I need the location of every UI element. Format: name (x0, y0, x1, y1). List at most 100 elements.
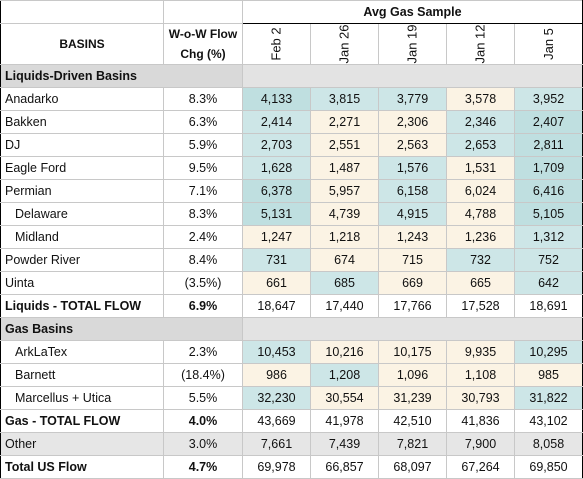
flow-value: 69,850 (514, 455, 583, 479)
date-header-feb-2: Feb 2 (242, 23, 311, 65)
flow-value: 685 (310, 271, 379, 295)
basin-name: Marcellus + Utica (0, 386, 164, 410)
date-label: Jan 19 (404, 24, 420, 64)
section-title: Gas Basins (0, 317, 243, 341)
flow-value: 6,378 (242, 179, 311, 203)
date-label: Jan 12 (472, 24, 488, 64)
table-row: Delaware 8.3% 5,131 4,739 4,915 4,788 5,105 (0, 202, 583, 226)
blank-header-cell (163, 0, 243, 24)
flow-value: 2,414 (242, 110, 311, 134)
wow-header: W-o-W Flow Chg (%) (163, 23, 243, 65)
table-body: Liquids-Driven Basins Anadarko 8.3% 4,133 3… (0, 64, 583, 479)
flow-value: 642 (514, 271, 583, 295)
flow-value: 731 (242, 248, 311, 272)
flow-value: 17,440 (310, 294, 379, 318)
flow-value: 43,669 (242, 409, 311, 433)
basin-name: Liquids - TOTAL FLOW (0, 294, 164, 318)
flow-value: 4,133 (242, 87, 311, 111)
flow-value: 986 (242, 363, 311, 387)
basin-name: Midland (0, 225, 164, 249)
flow-value: 1,108 (446, 363, 515, 387)
flow-value: 32,230 (242, 386, 311, 410)
wow-change: 3.0% (163, 432, 243, 456)
flow-value: 18,691 (514, 294, 583, 318)
flow-value: 3,779 (378, 87, 447, 111)
basin-name: Permian (0, 179, 164, 203)
wow-change: 6.9% (163, 294, 243, 318)
date-header-jan-26: Jan 26 (310, 23, 379, 65)
wow-change: (3.5%) (163, 271, 243, 295)
gas-total-row: Gas - TOTAL FLOW 4.0% 43,669 41,978 42,510 41… (0, 409, 583, 433)
basin-name: Anadarko (0, 87, 164, 111)
flow-value: 1,096 (378, 363, 447, 387)
basin-name: Other (0, 432, 164, 456)
flow-value: 42,510 (378, 409, 447, 433)
flow-value: 1,531 (446, 156, 515, 180)
blank-header-cell (0, 0, 164, 24)
flow-value: 30,554 (310, 386, 379, 410)
flow-value: 3,952 (514, 87, 583, 111)
flow-value: 2,811 (514, 133, 583, 157)
date-label: Feb 2 (268, 27, 284, 61)
other-row: Other 3.0% 7,661 7,439 7,821 7,900 8,058 (0, 432, 583, 456)
wow-change: 8.3% (163, 202, 243, 226)
flow-value: 4,739 (310, 202, 379, 226)
flow-value: 1,487 (310, 156, 379, 180)
flow-value: 8,058 (514, 432, 583, 456)
flow-value: 31,822 (514, 386, 583, 410)
wow-change: 2.4% (163, 225, 243, 249)
flow-value: 18,647 (242, 294, 311, 318)
wow-change: 4.7% (163, 455, 243, 479)
flow-value: 69,978 (242, 455, 311, 479)
flow-value: 31,239 (378, 386, 447, 410)
wow-change: 4.0% (163, 409, 243, 433)
wow-header-line1: W-o-W Flow (168, 27, 238, 41)
flow-value: 1,243 (378, 225, 447, 249)
flow-value: 715 (378, 248, 447, 272)
wow-change: 5.5% (163, 386, 243, 410)
basin-name: ArkLaTex (0, 340, 164, 364)
flow-value: 17,528 (446, 294, 515, 318)
basin-name: DJ (0, 133, 164, 157)
wow-change: (18.4%) (163, 363, 243, 387)
flow-value: 6,024 (446, 179, 515, 203)
flow-value: 10,453 (242, 340, 311, 364)
basin-name: Barnett (0, 363, 164, 387)
flow-value: 2,563 (378, 133, 447, 157)
wow-change: 6.3% (163, 110, 243, 134)
flow-value: 661 (242, 271, 311, 295)
wow-change: 2.3% (163, 340, 243, 364)
basin-name: Total US Flow (0, 455, 164, 479)
flow-value: 4,788 (446, 202, 515, 226)
flow-value: 732 (446, 248, 515, 272)
liquids-section-row: Liquids-Driven Basins (0, 64, 583, 88)
table-row: Midland 2.4% 1,247 1,218 1,243 1,236 1,312 (0, 225, 583, 249)
flow-value: 10,216 (310, 340, 379, 364)
flow-value: 985 (514, 363, 583, 387)
flow-value: 3,578 (446, 87, 515, 111)
flow-value: 1,628 (242, 156, 311, 180)
flow-value: 2,551 (310, 133, 379, 157)
title-row: Avg Gas Sample (0, 0, 583, 24)
basin-name: Powder River (0, 248, 164, 272)
flow-value: 1,236 (446, 225, 515, 249)
liquids-total-row: Liquids - TOTAL FLOW 6.9% 18,647 17,440 17,7… (0, 294, 583, 318)
flow-value: 2,271 (310, 110, 379, 134)
table-row: Permian 7.1% 6,378 5,957 6,158 6,024 6,416 (0, 179, 583, 203)
section-filler (242, 317, 583, 341)
avg-gas-sample-header: Avg Gas Sample (242, 0, 583, 24)
flow-value: 2,703 (242, 133, 311, 157)
flow-value: 68,097 (378, 455, 447, 479)
date-header-jan-5: Jan 5 (514, 23, 583, 65)
date-header-jan-12: Jan 12 (446, 23, 515, 65)
flow-value: 1,576 (378, 156, 447, 180)
flow-value: 7,439 (310, 432, 379, 456)
flow-value: 2,346 (446, 110, 515, 134)
table-row: DJ 5.9% 2,703 2,551 2,563 2,653 2,811 (0, 133, 583, 157)
flow-value: 41,836 (446, 409, 515, 433)
basins-header: BASINS (0, 23, 164, 65)
table-row: Powder River 8.4% 731 674 715 732 752 (0, 248, 583, 272)
flow-value: 2,306 (378, 110, 447, 134)
flow-value: 3,815 (310, 87, 379, 111)
